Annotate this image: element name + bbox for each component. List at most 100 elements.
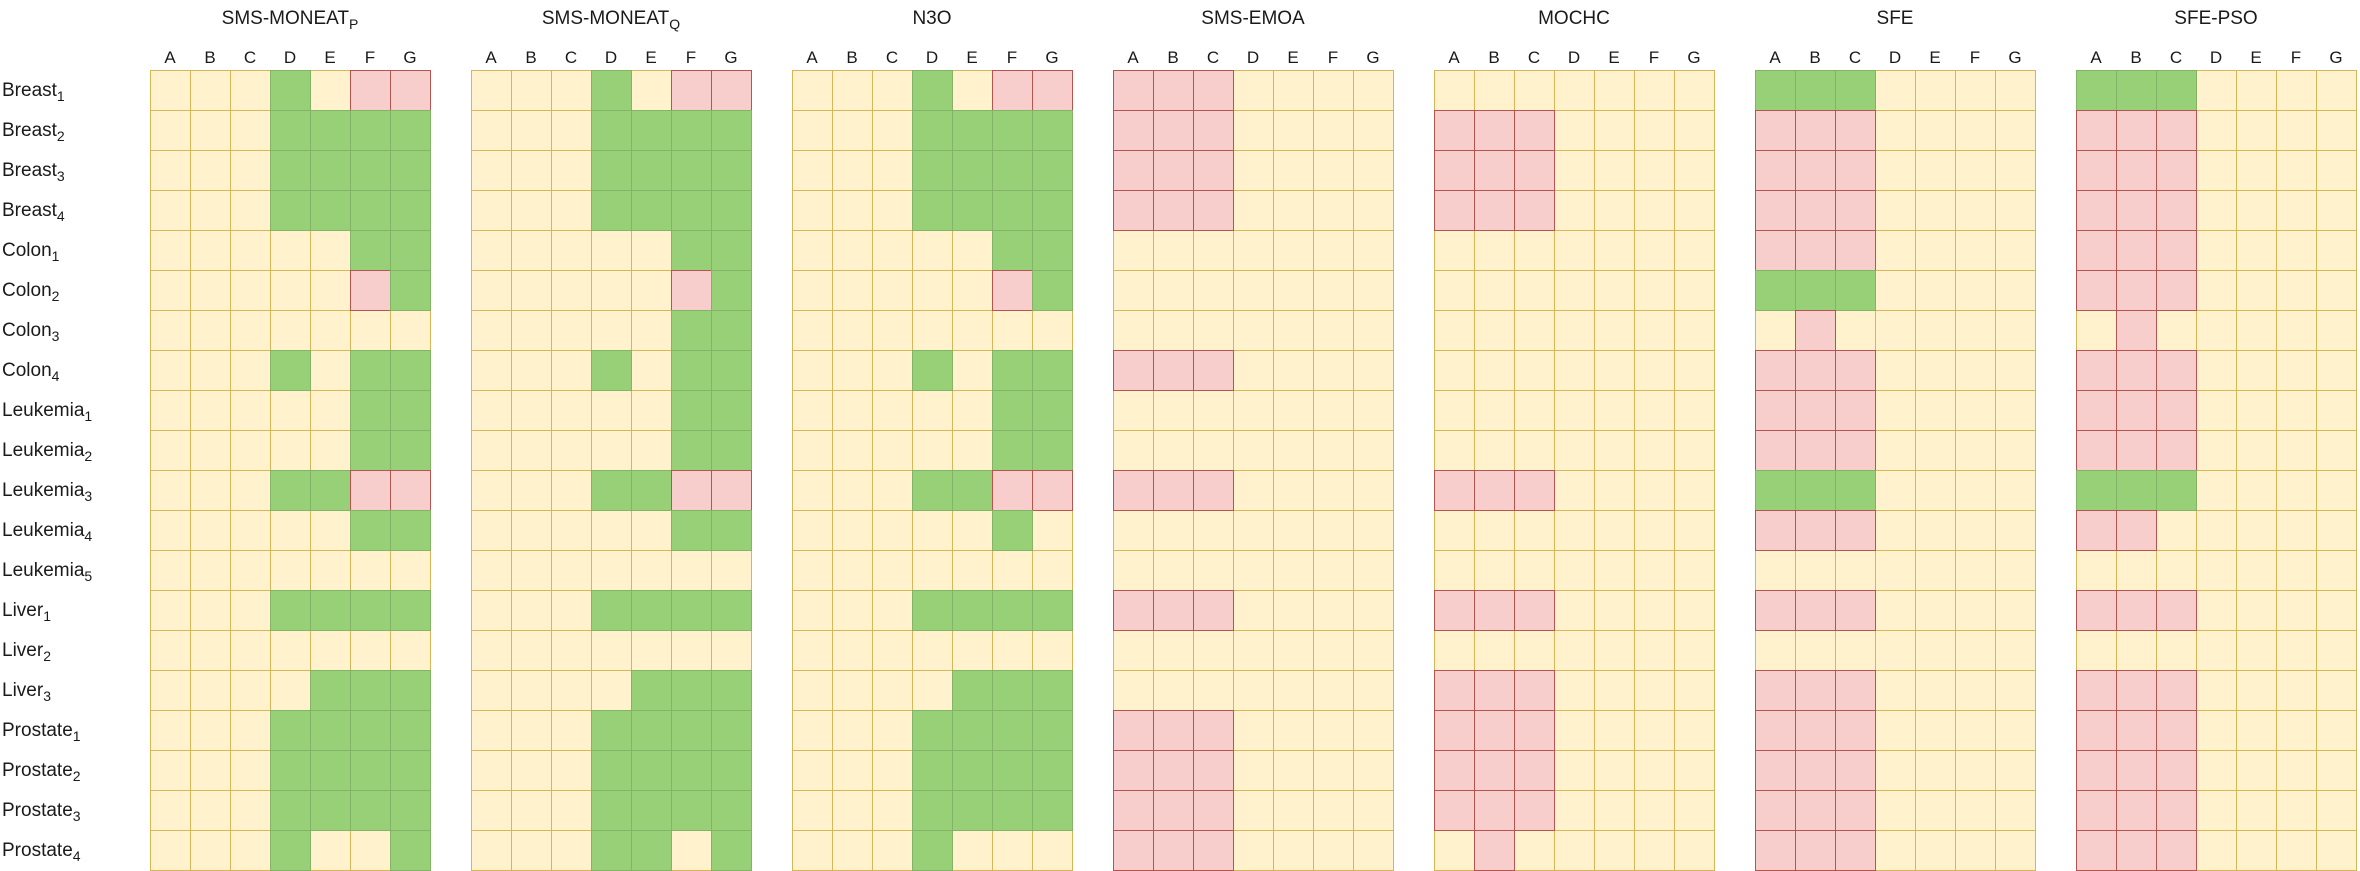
panel-title: SMS-MONEATQ: [542, 8, 680, 32]
heatmap-cell: [1955, 710, 1996, 751]
heatmap-cell: [2236, 470, 2277, 511]
heatmap-cell: [2276, 430, 2317, 471]
heatmap-cell: [1875, 230, 1916, 271]
heatmap-cell: [1915, 390, 1956, 431]
heatmap-cell: [1594, 830, 1635, 871]
heatmap-cell: [1835, 270, 1876, 311]
heatmap-cell: [551, 510, 592, 551]
heatmap-cell: [511, 230, 552, 271]
heatmap-cell: [1995, 310, 2036, 351]
heatmap-cell: [1995, 350, 2036, 391]
heatmap-cell: [2236, 590, 2277, 631]
heatmap-cell: [1955, 270, 1996, 311]
heatmap-cell: [310, 510, 351, 551]
heatmap-cell: [952, 470, 993, 511]
heatmap-cell: [591, 390, 632, 431]
row-label-base: Prostate: [2, 840, 73, 861]
heatmap-cell: [1634, 310, 1675, 351]
row-label-base: Colon: [2, 280, 52, 301]
heatmap-cell: [1554, 830, 1595, 871]
heatmap-cell: [1674, 190, 1715, 231]
heatmap-cell: [832, 390, 873, 431]
heatmap-cell: [1955, 550, 1996, 591]
heatmap-cell: [2116, 230, 2157, 271]
column-label: D: [1247, 48, 1259, 67]
heatmap-cell: [2236, 390, 2277, 431]
column-label: B: [2130, 48, 2141, 67]
column-label: G: [2329, 48, 2342, 67]
heatmap-cell: [2196, 470, 2237, 511]
heatmap-cell: [1554, 510, 1595, 551]
heatmap-cell: [150, 230, 191, 271]
heatmap-cell: [1113, 390, 1154, 431]
heatmap-cell: [1955, 670, 1996, 711]
heatmap-cell: [1514, 350, 1555, 391]
row-label-subscript: 2: [43, 648, 51, 664]
heatmap-cell: [872, 430, 913, 471]
heatmap-cell: [1955, 590, 1996, 631]
heatmap-cell: [1193, 630, 1234, 671]
row-label-base: Colon: [2, 320, 52, 341]
heatmap-cell: [2156, 630, 2197, 671]
heatmap-cell: [2236, 230, 2277, 271]
heatmap-cell: [1193, 150, 1234, 191]
heatmap-cell: [711, 830, 752, 871]
row-label-base: Prostate: [2, 800, 73, 821]
heatmap-cell: [1434, 390, 1475, 431]
heatmap-cell: [471, 510, 512, 551]
heatmap-cell: [2236, 790, 2277, 831]
heatmap-cell: [2156, 150, 2197, 191]
heatmap-cell: [230, 550, 271, 591]
heatmap-cell: [1795, 470, 1836, 511]
heatmap-cell: [591, 590, 632, 631]
heatmap-cell: [2316, 230, 2357, 271]
heatmap-cell: [1353, 510, 1394, 551]
heatmap-cell: [792, 830, 833, 871]
heatmap-cell: [792, 350, 833, 391]
heatmap-cell: [1634, 510, 1675, 551]
heatmap-cell: [1193, 510, 1234, 551]
heatmap-cell: [832, 710, 873, 751]
heatmap-cell: [390, 230, 431, 271]
heatmap-cell: [1313, 790, 1354, 831]
heatmap-cell: [1835, 630, 1876, 671]
heatmap-cell: [350, 830, 391, 871]
heatmap-cell: [591, 630, 632, 671]
heatmap-cell: [310, 190, 351, 231]
heatmap-cell: [792, 230, 833, 271]
heatmap-cell: [1875, 750, 1916, 791]
row-label-subscript: 1: [43, 608, 51, 624]
heatmap-cell: [270, 550, 311, 591]
heatmap-cell: [1755, 270, 1796, 311]
heatmap-cell: [1032, 670, 1073, 711]
heatmap-cell: [1835, 390, 1876, 431]
heatmap-cell: [912, 710, 953, 751]
heatmap-cell: [1835, 670, 1876, 711]
heatmap-cell: [1273, 110, 1314, 151]
heatmap-cell: [591, 310, 632, 351]
heatmap-cell: [1554, 710, 1595, 751]
heatmap-cell: [1995, 590, 2036, 631]
heatmap-cell: [150, 390, 191, 431]
heatmap-cell: [832, 590, 873, 631]
heatmap-cell: [1434, 750, 1475, 791]
heatmap-cell: [1474, 270, 1515, 311]
heatmap-cell: [1113, 350, 1154, 391]
heatmap-cell: [1474, 550, 1515, 591]
heatmap-cell: [150, 110, 191, 151]
panel-title-text: N3O: [912, 8, 951, 29]
panel-title-text: SMS-MONEAT: [542, 8, 670, 29]
row-label-subscript: 3: [84, 488, 92, 504]
heatmap-cell: [1193, 230, 1234, 271]
heatmap-cell: [631, 150, 672, 191]
panel-title-text: SMS-MONEAT: [222, 8, 350, 29]
heatmap-cell: [1113, 150, 1154, 191]
row-label-base: Leukemia: [2, 440, 85, 461]
heatmap-cell: [2316, 270, 2357, 311]
heatmap-cell: [1273, 230, 1314, 271]
heatmap-cell: [1233, 710, 1274, 751]
column-label: F: [2291, 48, 2301, 67]
heatmap-cell: [390, 150, 431, 191]
heatmap-cell: [1313, 350, 1354, 391]
heatmap-cell: [190, 630, 231, 671]
